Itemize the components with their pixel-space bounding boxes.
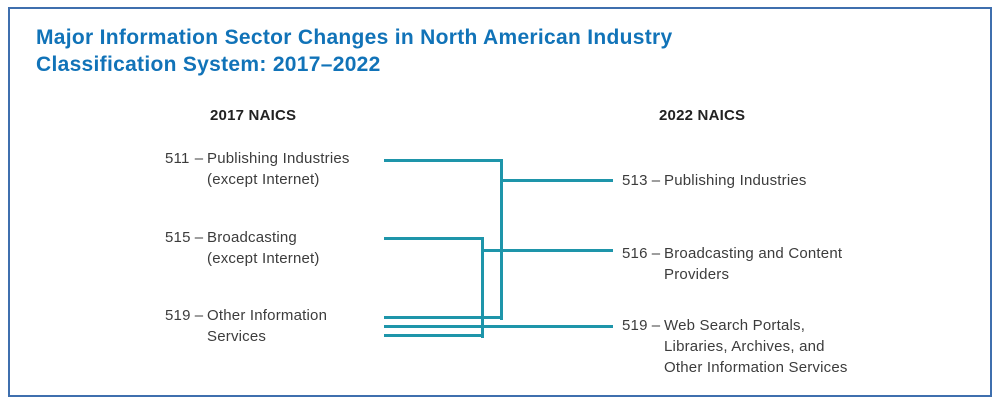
naics-2022-item-513: 513 – Publishing Industries	[622, 170, 807, 191]
connector-519-to-519	[384, 325, 613, 328]
connector-to-513	[500, 179, 613, 182]
column-header-2022: 2022 NAICS	[659, 107, 746, 124]
item-dash: –	[194, 229, 204, 246]
item-dash: –	[194, 150, 204, 167]
item-code: 519	[622, 317, 648, 334]
naics-2017-item-519: 519 – Other Information Services	[165, 305, 327, 347]
page-title: Major Information Sector Changes in Nort…	[36, 26, 673, 76]
item-name: Broadcasting and Content Providers	[664, 245, 843, 283]
connector-511-stub	[384, 159, 503, 162]
item-dash: –	[651, 172, 661, 189]
naics-2022-item-516: 516 – Broadcasting and Content Providers	[622, 243, 842, 285]
item-code: 519	[165, 307, 191, 324]
junction-vertical-513	[500, 159, 503, 320]
item-code: 516	[622, 245, 648, 262]
column-header-2017: 2017 NAICS	[210, 107, 297, 124]
naics-2017-item-515: 515 – Broadcasting (except Internet)	[165, 227, 320, 269]
connector-515-stub	[384, 237, 484, 240]
item-name: Other Information Services	[207, 307, 328, 345]
connector-519-to-516-junction	[384, 334, 484, 337]
item-dash: –	[194, 307, 204, 324]
item-name: Web Search Portals, Libraries, Archives,…	[664, 317, 848, 376]
item-name: Publishing Industries	[664, 172, 807, 189]
naics-2022-item-519: 519 – Web Search Portals, Libraries, Arc…	[622, 315, 848, 378]
item-code: 511	[165, 150, 190, 167]
item-dash: –	[651, 245, 661, 262]
connector-519-to-513-junction	[384, 316, 503, 319]
connector-to-516	[481, 249, 613, 252]
junction-vertical-516	[481, 237, 484, 338]
item-dash: –	[651, 317, 661, 334]
item-name: Publishing Industries (except Internet)	[207, 150, 350, 188]
naics-2017-item-511: 511 – Publishing Industries (except Inte…	[165, 148, 350, 190]
item-code: 515	[165, 229, 191, 246]
item-code: 513	[622, 172, 648, 189]
item-name: Broadcasting (except Internet)	[207, 229, 320, 267]
